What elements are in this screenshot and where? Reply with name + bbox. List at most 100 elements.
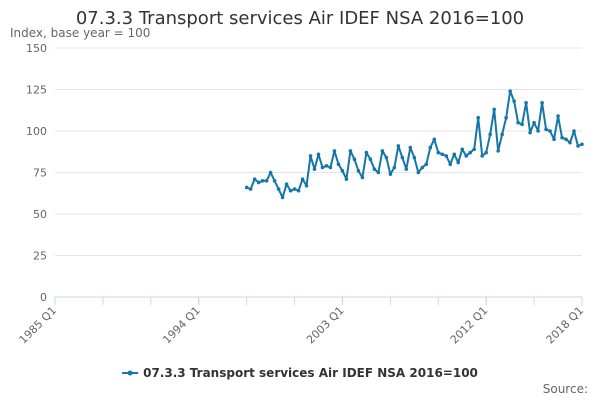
data-point[interactable]	[292, 187, 297, 191]
data-point[interactable]	[336, 162, 341, 166]
data-point[interactable]	[316, 152, 321, 157]
data-point[interactable]	[432, 137, 437, 142]
data-point[interactable]	[268, 170, 273, 175]
data-point[interactable]	[276, 187, 281, 191]
data-point[interactable]	[492, 107, 496, 112]
data-point[interactable]	[368, 157, 373, 162]
data-point[interactable]	[248, 187, 253, 191]
data-point[interactable]	[508, 89, 512, 93]
data-point[interactable]	[548, 129, 552, 133]
data-point[interactable]	[384, 155, 389, 160]
data-point[interactable]	[288, 188, 293, 193]
data-point[interactable]	[412, 155, 417, 160]
data-point[interactable]	[320, 165, 325, 170]
data-point[interactable]	[344, 177, 349, 181]
y-tick-label: 0	[40, 291, 47, 304]
data-point[interactable]	[260, 179, 265, 183]
data-point[interactable]	[536, 129, 540, 133]
data-point[interactable]	[520, 122, 524, 127]
x-tick-label: 2012 Q1	[448, 304, 491, 347]
data-point[interactable]	[312, 167, 317, 171]
data-point[interactable]	[568, 140, 572, 145]
x-axis-ticks: 1985 Q1 1994 Q1 2003 Q1 2012 Q1 2018 Q1	[17, 297, 587, 347]
data-point[interactable]	[256, 180, 261, 185]
data-point[interactable]	[560, 135, 564, 140]
data-point[interactable]	[372, 167, 377, 171]
data-point[interactable]	[460, 147, 465, 152]
data-point[interactable]	[564, 137, 568, 142]
data-point[interactable]	[544, 127, 548, 132]
data-point[interactable]	[500, 132, 504, 137]
data-point[interactable]	[452, 152, 457, 157]
data-point[interactable]	[340, 169, 345, 173]
data-point[interactable]	[472, 147, 477, 152]
data-point[interactable]	[264, 179, 269, 183]
data-point[interactable]	[396, 144, 401, 148]
data-point[interactable]	[416, 170, 421, 175]
data-point[interactable]	[556, 114, 560, 118]
data-point[interactable]	[440, 152, 445, 157]
data-point[interactable]	[400, 155, 405, 160]
data-point[interactable]	[364, 150, 369, 155]
y-tick-label: 125	[26, 84, 47, 97]
x-tick-label: 2003 Q1	[304, 304, 347, 347]
data-point[interactable]	[284, 182, 289, 186]
data-point[interactable]	[516, 120, 520, 125]
y-tick-label: 50	[33, 208, 47, 221]
data-point[interactable]	[388, 172, 393, 176]
data-point[interactable]	[496, 149, 500, 153]
data-point[interactable]	[572, 129, 576, 133]
legend-label[interactable]: 07.3.3 Transport services Air IDEF NSA 2…	[143, 366, 478, 380]
data-point[interactable]	[308, 154, 313, 158]
data-point[interactable]	[392, 165, 397, 170]
data-point[interactable]	[324, 164, 329, 168]
data-point[interactable]	[428, 145, 433, 150]
x-tick-label: 2018 Q1	[544, 304, 587, 347]
data-point[interactable]	[528, 130, 532, 135]
data-point[interactable]	[252, 177, 257, 181]
data-point[interactable]	[356, 169, 361, 173]
data-point[interactable]	[524, 100, 528, 105]
legend[interactable]: 07.3.3 Transport services Air IDEF NSA 2…	[122, 366, 478, 380]
data-point[interactable]	[580, 142, 584, 147]
data-point[interactable]	[468, 150, 473, 155]
data-point[interactable]	[272, 179, 277, 183]
data-point[interactable]	[304, 183, 309, 188]
data-point[interactable]	[484, 150, 488, 155]
data-point[interactable]	[424, 162, 429, 166]
data-point[interactable]	[280, 195, 285, 200]
data-point[interactable]	[380, 149, 385, 153]
data-point[interactable]	[296, 188, 301, 193]
data-point[interactable]	[244, 185, 249, 190]
data-point[interactable]	[332, 149, 337, 153]
data-point[interactable]	[476, 115, 481, 120]
data-point[interactable]	[404, 167, 409, 171]
data-point[interactable]	[532, 120, 536, 125]
data-point[interactable]	[464, 154, 469, 158]
data-point[interactable]	[376, 170, 381, 175]
data-point[interactable]	[444, 154, 449, 158]
data-point[interactable]	[480, 154, 484, 158]
data-point[interactable]	[436, 150, 441, 155]
data-point[interactable]	[488, 132, 492, 137]
data-point[interactable]	[328, 165, 333, 170]
data-point[interactable]	[352, 157, 357, 162]
data-point[interactable]	[540, 100, 544, 105]
y-axis-label: Index, base year = 100	[10, 26, 150, 40]
data-point[interactable]	[360, 175, 365, 180]
y-tick-label: 100	[26, 125, 47, 138]
data-point[interactable]	[348, 149, 353, 153]
chart-title: 07.3.3 Transport services Air IDEF NSA 2…	[76, 8, 524, 29]
y-tick-label: 75	[33, 167, 47, 180]
data-point[interactable]	[504, 115, 508, 120]
data-point[interactable]	[456, 160, 461, 165]
data-point[interactable]	[300, 177, 305, 181]
data-point[interactable]	[576, 144, 580, 148]
source-label: Source:	[543, 382, 588, 396]
data-point[interactable]	[420, 165, 425, 170]
data-point[interactable]	[512, 99, 516, 103]
data-point[interactable]	[408, 145, 413, 150]
data-point[interactable]	[552, 137, 556, 142]
data-point[interactable]	[448, 162, 453, 166]
